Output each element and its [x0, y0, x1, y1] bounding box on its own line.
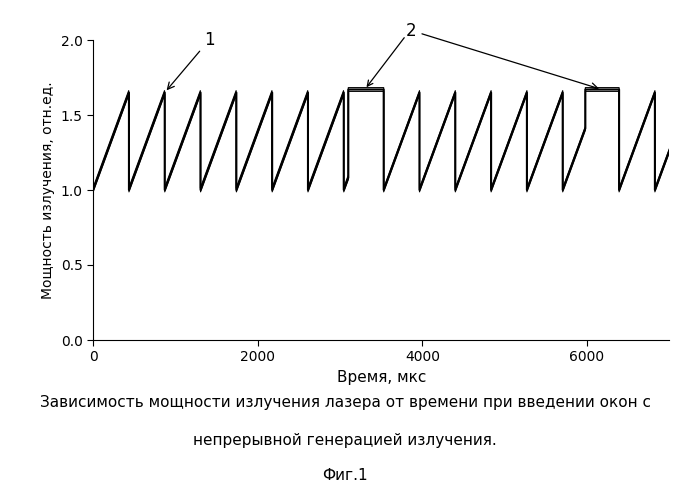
Text: Зависимость мощности излучения лазера от времени при введении окон с: Зависимость мощности излучения лазера от…	[39, 395, 651, 410]
X-axis label: Время, мкс: Время, мкс	[337, 370, 426, 385]
Text: 1: 1	[168, 30, 215, 90]
Text: 2: 2	[406, 22, 598, 90]
Y-axis label: Мощность излучения, отн.ед.: Мощность излучения, отн.ед.	[41, 81, 55, 299]
Text: непрерывной генерацией излучения.: непрерывной генерацией излучения.	[193, 432, 497, 448]
Text: Фиг.1: Фиг.1	[322, 468, 368, 482]
